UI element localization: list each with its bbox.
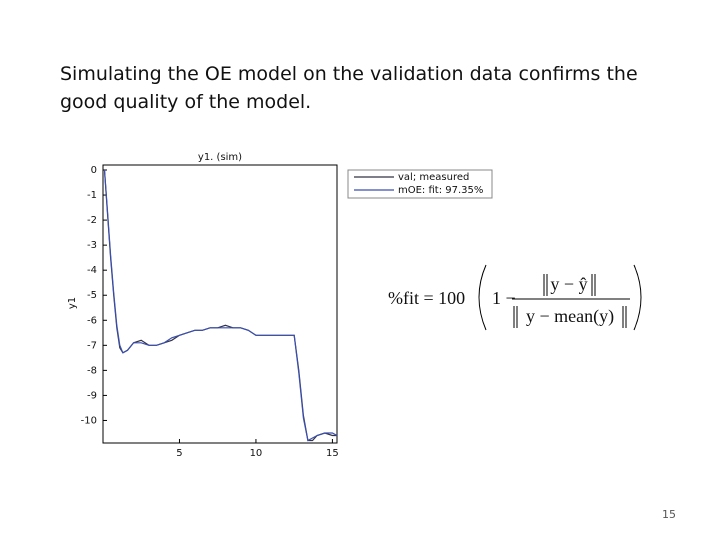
x-tick-label: 10 <box>250 448 263 459</box>
y-tick-label: -5 <box>87 290 97 301</box>
slide-line: Simulating the OE model on the validatio… <box>60 63 638 85</box>
plot-area <box>102 164 338 444</box>
series-line <box>103 169 338 442</box>
y-tick-label: -2 <box>87 215 97 226</box>
legend <box>347 169 493 199</box>
formula-numerator: y − ŷ <box>550 274 587 294</box>
formula-one: 1 − <box>492 288 516 308</box>
legend-label: mOE: fit: 97.35% <box>398 185 483 196</box>
slide-line: good quality of the model. <box>60 91 312 113</box>
y-tick-label: -7 <box>87 340 97 351</box>
y-tick-label: 0 <box>91 165 97 176</box>
formula-lhs: %fit = 100 <box>388 288 465 308</box>
chart-title: y1. (sim) <box>198 152 242 163</box>
page-number: 15 <box>662 508 676 521</box>
paren <box>478 264 487 331</box>
y-tick-label: -9 <box>87 390 97 401</box>
x-tick-label: 15 <box>326 448 339 459</box>
formula-denominator: y − mean(y) <box>526 306 614 327</box>
y-tick-label: -6 <box>87 315 97 326</box>
formula: %fit = 100 1 − y − ŷ y − mean(y) <box>388 264 642 331</box>
x-tick-label: 5 <box>176 448 182 459</box>
legend-label: val; measured <box>398 172 469 183</box>
y-tick-label: -1 <box>87 190 97 201</box>
y-axis-label: y1 <box>67 297 78 309</box>
y-tick-label: -4 <box>87 265 97 276</box>
y-tick-label: -3 <box>87 240 97 251</box>
paren <box>633 264 642 331</box>
y-tick-label: -10 <box>81 415 97 426</box>
y-tick-label: -8 <box>87 365 97 376</box>
